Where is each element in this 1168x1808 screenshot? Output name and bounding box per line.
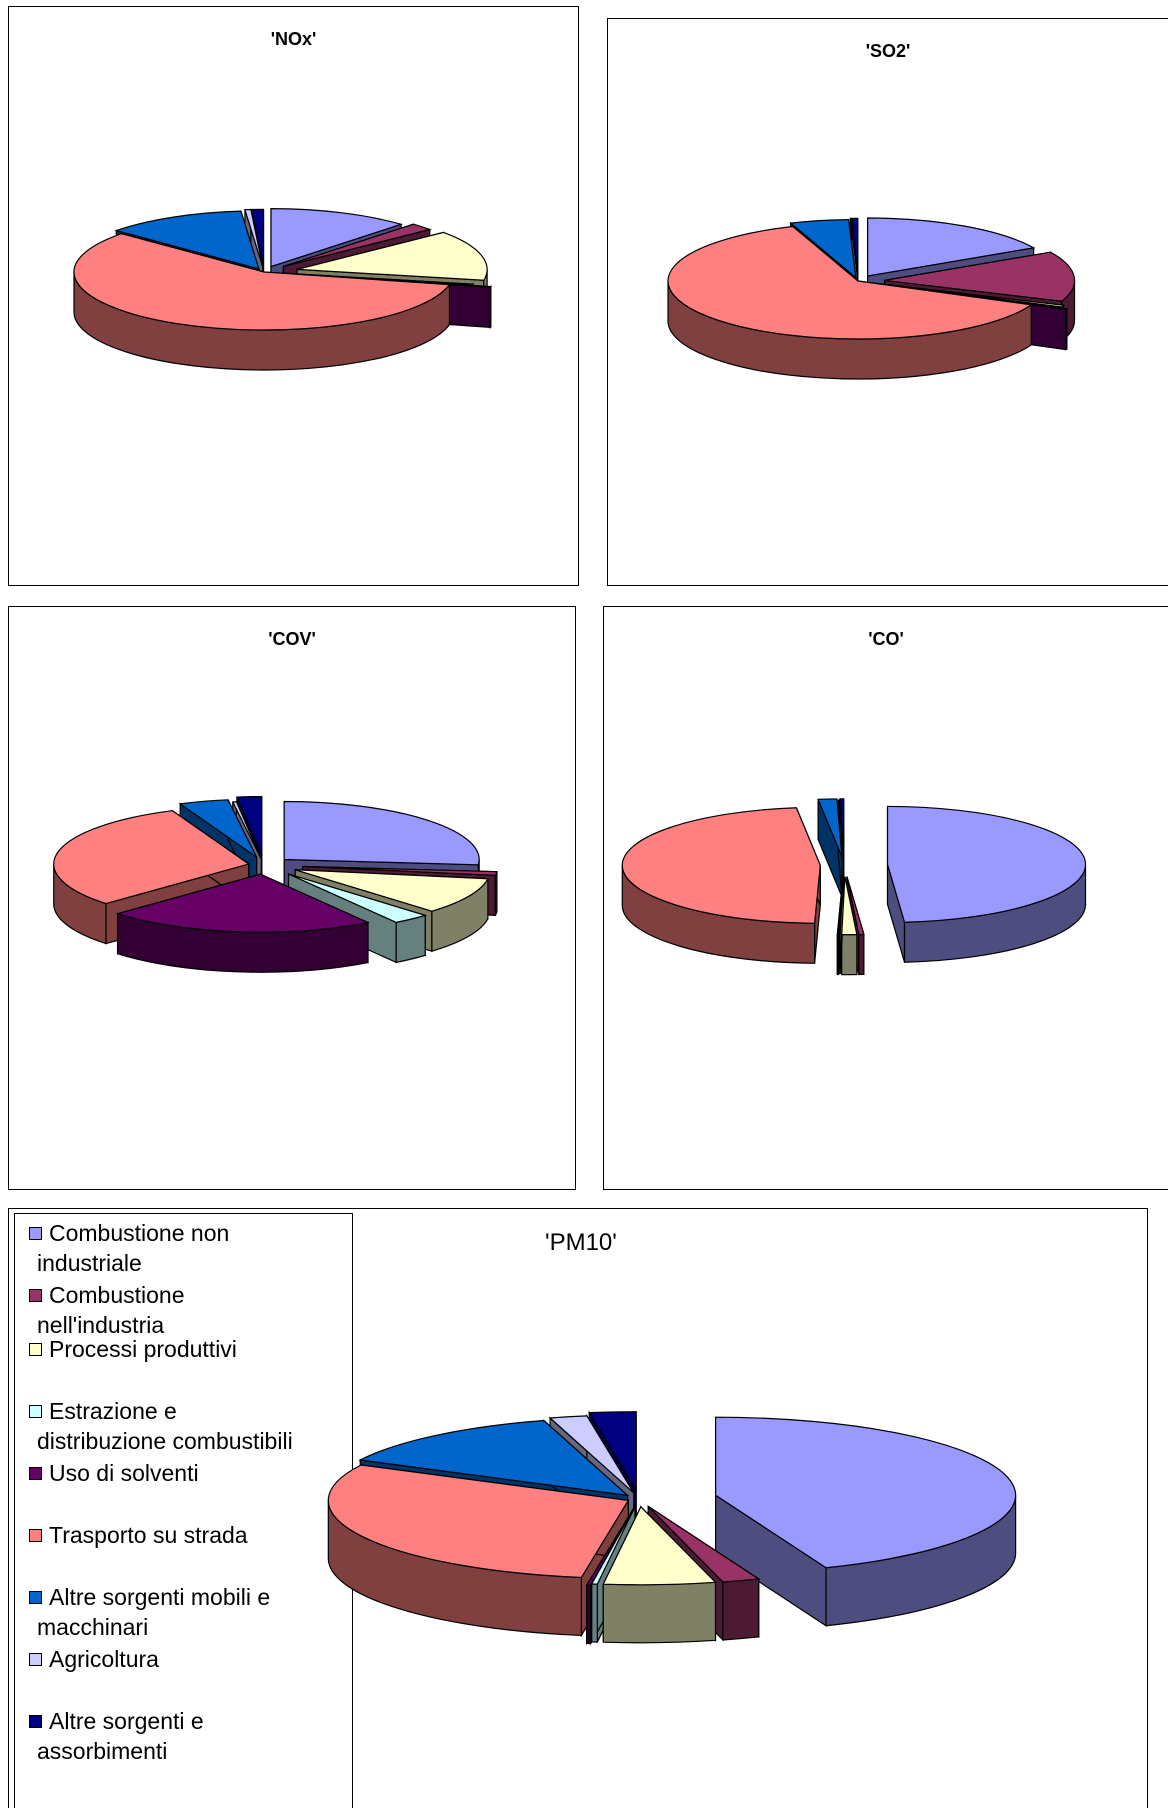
legend-label: Combustione non bbox=[49, 1220, 230, 1246]
pie-slice-top bbox=[839, 798, 845, 857]
pie-slice-top bbox=[327, 1464, 630, 1579]
pie-slice-top bbox=[817, 798, 843, 858]
pie-slice-top bbox=[884, 251, 1076, 302]
chart-panel-so2: 'SO2' bbox=[607, 18, 1168, 586]
pie-slice-top bbox=[846, 876, 865, 936]
legend-label: Uso di solventi bbox=[49, 1460, 199, 1486]
pie-slice-top bbox=[231, 801, 262, 860]
pie-slice-top bbox=[235, 795, 263, 855]
legend: Combustione non industriale Combustione nel… bbox=[14, 1213, 353, 1808]
pie-slice-top bbox=[283, 800, 480, 866]
pie-slice-top bbox=[270, 208, 404, 268]
chart-panel-nox: 'NOx' bbox=[8, 6, 579, 586]
pie-slice-top bbox=[115, 873, 370, 933]
chart-title: 'CO' bbox=[868, 629, 904, 649]
pie-slice-top bbox=[283, 223, 432, 268]
pie-slice-top bbox=[851, 217, 859, 277]
pie-slice-top bbox=[250, 208, 265, 268]
legend-label-cont: macchinari bbox=[37, 1614, 149, 1640]
chart-panel-co: 'CO' bbox=[603, 606, 1168, 1190]
legend-label-cont: industriale bbox=[37, 1250, 142, 1276]
pie-slice-top bbox=[886, 805, 1087, 923]
pie-slice-top bbox=[667, 225, 1033, 340]
legend-swatch bbox=[29, 1405, 42, 1418]
chart-panel-pm10: Combustione non industriale Combustione nel… bbox=[8, 1208, 1148, 1808]
legend-label: Estrazione e bbox=[49, 1398, 177, 1424]
pie-chart-pm10 bbox=[327, 1410, 1017, 1646]
pie-slice-top bbox=[548, 1415, 635, 1494]
pie-slice-top bbox=[295, 869, 489, 912]
pie-slice-top bbox=[867, 217, 1036, 277]
legend-label: Agricoltura bbox=[49, 1646, 159, 1672]
legend-label: Combustione bbox=[49, 1282, 185, 1308]
legend-swatch bbox=[29, 1467, 42, 1480]
pie-slice-top bbox=[715, 1416, 1017, 1569]
chart-title: 'PM10' bbox=[545, 1229, 617, 1256]
chart-title: 'SO2' bbox=[865, 41, 911, 61]
pie-slice-top bbox=[588, 1411, 637, 1492]
pie-slice-top bbox=[602, 1505, 717, 1586]
legend-label: Processi produttivi bbox=[49, 1336, 237, 1362]
pie-slice-top bbox=[288, 873, 428, 923]
legend-label-cont: assorbimenti bbox=[37, 1738, 168, 1764]
pie-slice-top bbox=[296, 231, 488, 281]
legend-label: Trasporto su strada bbox=[49, 1522, 248, 1548]
legend-swatch bbox=[29, 1653, 42, 1666]
pie-slice-top bbox=[836, 876, 844, 936]
legend-label: Altre sorgenti mobili e bbox=[49, 1584, 271, 1610]
pie-chart-co bbox=[621, 798, 1087, 976]
chart-title: 'NOx' bbox=[270, 29, 317, 49]
legend-swatch bbox=[29, 1227, 42, 1240]
chart-panel-cov: 'COV' bbox=[8, 606, 576, 1190]
legend-swatch bbox=[29, 1591, 42, 1604]
legend-label: Altre sorgenti e bbox=[49, 1708, 204, 1734]
chart-title: 'COV' bbox=[268, 629, 316, 649]
pie-slice-top bbox=[302, 865, 498, 876]
legend-swatch bbox=[29, 1529, 42, 1542]
pie-slice-top bbox=[244, 208, 264, 268]
pie-chart-so2 bbox=[667, 217, 1076, 380]
pie-chart-nox bbox=[73, 208, 492, 371]
pie-slice-top bbox=[114, 210, 260, 270]
pie-slice-top bbox=[358, 1419, 630, 1497]
legend-label-cont: nell'industria bbox=[37, 1312, 165, 1338]
legend-swatch bbox=[29, 1343, 42, 1356]
pie-slice-top bbox=[647, 1505, 761, 1583]
pie-slice-top bbox=[789, 219, 857, 280]
pie-slice-top bbox=[73, 233, 451, 331]
legend-swatch bbox=[29, 1289, 42, 1302]
pie-chart-cov bbox=[53, 795, 498, 973]
pie-slice-top bbox=[841, 876, 858, 936]
pie-slice-top bbox=[585, 1507, 635, 1587]
legend-swatch bbox=[29, 1715, 42, 1728]
pie-slice-top bbox=[53, 810, 251, 905]
pie-slice-top bbox=[178, 799, 258, 858]
legend-label-cont: distribuzione combustibili bbox=[37, 1428, 293, 1454]
pie-slice-top bbox=[621, 807, 821, 924]
